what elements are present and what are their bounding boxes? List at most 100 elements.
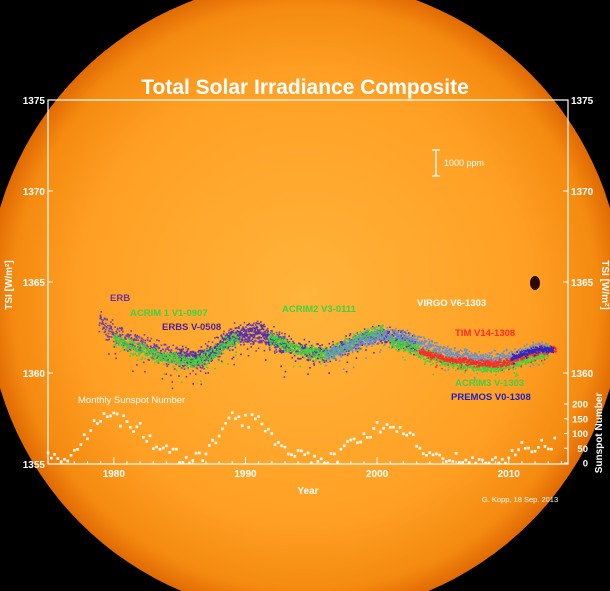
series-point — [356, 338, 358, 340]
series-point — [286, 348, 289, 350]
series-point — [314, 348, 316, 350]
series-point — [439, 364, 441, 367]
series-point — [176, 346, 178, 349]
series-point — [481, 359, 484, 362]
series-point — [311, 344, 313, 347]
series-point — [106, 339, 109, 341]
series-point — [185, 361, 188, 364]
series-point — [375, 338, 377, 341]
series-point — [157, 357, 160, 360]
series-point — [159, 352, 161, 354]
series-point — [274, 336, 276, 339]
series-point — [167, 348, 169, 350]
series-point — [344, 341, 347, 343]
series-point — [207, 362, 210, 364]
series-point — [405, 348, 408, 351]
series-point — [525, 358, 527, 360]
series-point — [102, 319, 104, 321]
series-point — [338, 354, 340, 356]
series-point — [256, 328, 259, 331]
series-point — [389, 326, 391, 329]
series-point — [392, 331, 394, 333]
series-point — [530, 355, 532, 357]
series-point — [421, 343, 424, 345]
series-point — [335, 353, 338, 356]
scale-bar: 1000 ppm — [432, 149, 484, 177]
series-point — [363, 331, 366, 334]
series-point — [435, 349, 437, 351]
series-point — [305, 347, 307, 349]
series-point — [349, 333, 352, 335]
series-point — [131, 343, 134, 346]
series-point — [360, 334, 363, 337]
series-point — [542, 357, 545, 359]
sunspot-tick-label: 50 — [577, 444, 588, 455]
series-point — [138, 354, 140, 357]
series-point — [383, 339, 386, 342]
series-point — [494, 349, 497, 352]
series-point — [367, 331, 370, 334]
series-point — [150, 346, 152, 349]
series-point — [530, 358, 533, 361]
series-point — [108, 327, 111, 330]
sunspot-tick-label: 100 — [572, 429, 588, 440]
series-point — [486, 361, 489, 363]
series-point — [172, 344, 175, 347]
series-point — [387, 337, 390, 339]
series-point — [524, 347, 527, 349]
series-point — [125, 334, 128, 337]
series-point — [379, 334, 382, 337]
series-point — [540, 343, 542, 345]
series-point — [111, 323, 114, 325]
series-point — [503, 350, 505, 353]
series-point — [380, 349, 382, 351]
series-point — [217, 345, 220, 347]
series-point — [541, 362, 544, 364]
series-point — [317, 347, 319, 350]
series-point — [395, 346, 398, 349]
series-point — [496, 364, 499, 367]
series-point — [261, 332, 263, 334]
series-point — [368, 336, 371, 338]
series-point — [244, 339, 246, 341]
series-point — [262, 335, 264, 338]
series-point — [450, 362, 452, 365]
series-point — [156, 347, 159, 350]
series-point — [315, 358, 317, 360]
series-point — [167, 361, 170, 363]
series-point — [537, 355, 539, 357]
series-point — [239, 332, 242, 335]
series-point — [237, 332, 239, 334]
series-point — [415, 338, 417, 341]
series-point — [195, 360, 197, 363]
series-point — [415, 349, 418, 352]
series-point — [287, 350, 290, 352]
series-point — [256, 320, 259, 323]
series-point — [180, 381, 183, 384]
series-point — [371, 345, 373, 347]
series-point — [199, 361, 201, 364]
series-point — [419, 340, 421, 343]
series-point — [203, 353, 205, 356]
series-point — [448, 356, 450, 359]
series-point — [220, 360, 223, 363]
series-point — [232, 356, 235, 359]
series-point — [353, 339, 356, 342]
series-point — [479, 360, 482, 362]
series-point — [369, 338, 372, 341]
series-point — [123, 341, 125, 344]
series-point — [146, 354, 148, 356]
series-point — [186, 350, 189, 352]
series-point — [436, 364, 438, 367]
series-point — [408, 347, 411, 349]
series-point — [435, 351, 438, 354]
series-point — [165, 348, 167, 351]
series-point — [246, 336, 249, 339]
series-point — [351, 342, 353, 345]
series-point — [484, 363, 487, 365]
series-point — [281, 350, 284, 352]
series-point — [428, 347, 430, 350]
series-point — [299, 351, 301, 353]
series-point — [477, 356, 480, 359]
series-point — [432, 355, 434, 358]
